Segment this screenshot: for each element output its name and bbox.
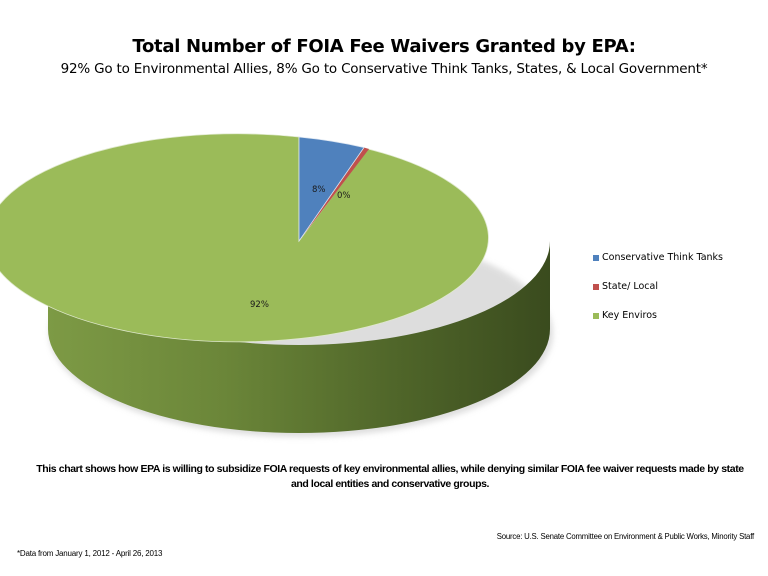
- legend-swatch-red: [593, 283, 599, 290]
- source-note: Source: U.S. Senate Committee on Environ…: [496, 532, 754, 541]
- pie-side-key-enviros: [48, 241, 550, 433]
- pie-slice-state-local[interactable]: [299, 147, 369, 242]
- legend-item-state-local[interactable]: State/ Local: [593, 281, 658, 292]
- chart-caption: This chart shows how EPA is willing to s…: [20, 462, 760, 492]
- data-label-blue: 8%: [312, 185, 326, 195]
- legend-label: Key Enviros: [602, 310, 657, 321]
- footnote: *Data from January 1, 2012 - April 26, 2…: [17, 549, 163, 558]
- legend-swatch-green: [593, 312, 599, 319]
- legend-item-key-enviros[interactable]: Key Enviros: [593, 310, 657, 321]
- caption-line-1: This chart shows how EPA is willing to s…: [36, 463, 744, 475]
- legend-label: Conservative Think Tanks: [602, 252, 723, 263]
- data-label-green: 92%: [250, 300, 269, 310]
- chart-subtitle: 92% Go to Environmental Allies, 8% Go to…: [60, 61, 708, 77]
- legend-item-conservative-think-tanks[interactable]: Conservative Think Tanks: [593, 252, 723, 263]
- data-label-red: 0%: [337, 191, 351, 201]
- pie-slice-key-enviros[interactable]: [0, 133, 489, 343]
- legend-swatch-blue: [593, 254, 599, 261]
- pie-slice-conservative-think-tanks[interactable]: [298, 136, 365, 243]
- chart-title: Total Number of FOIA Fee Waivers Granted…: [132, 36, 636, 57]
- legend-label: State/ Local: [602, 281, 658, 292]
- caption-line-2: and local entities and conservative grou…: [290, 478, 490, 490]
